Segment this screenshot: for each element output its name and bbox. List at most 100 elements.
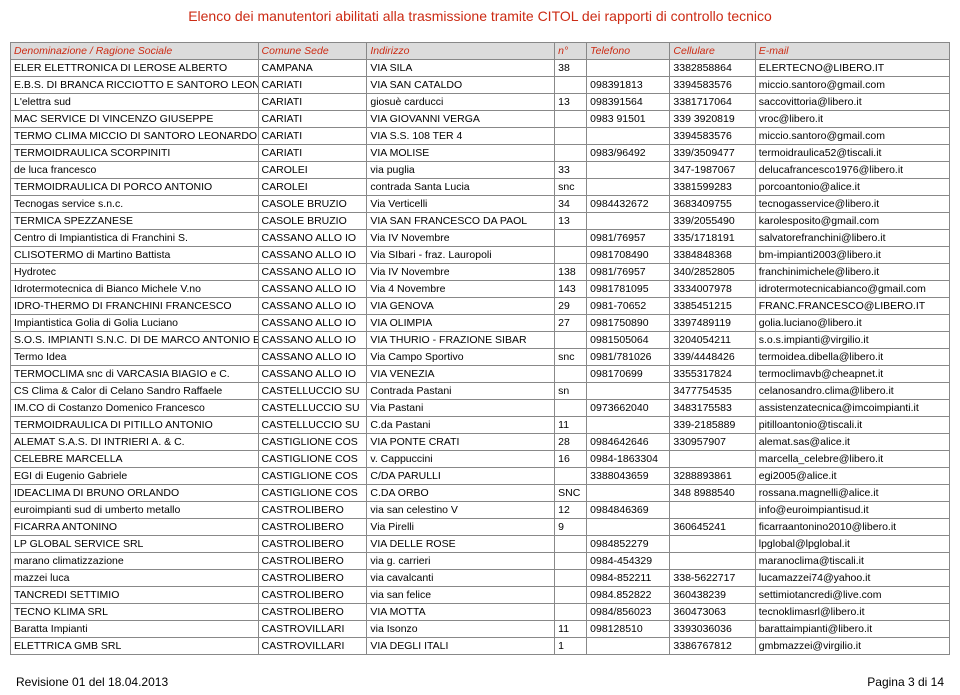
- table-cell: 0984852279: [587, 536, 670, 553]
- table-row: CS Clima & Calor di Celano Sandro Raffae…: [11, 383, 950, 400]
- table-cell: 330957907: [670, 434, 755, 451]
- table-cell: termoidraulica52@tiscali.it: [755, 145, 949, 162]
- table-cell: VIA SAN CATALDO: [367, 77, 555, 94]
- table-cell: 3394583576: [670, 128, 755, 145]
- table-cell: 3386767812: [670, 638, 755, 655]
- table-cell: Hydrotec: [11, 264, 259, 281]
- table-cell: [555, 366, 587, 383]
- table-cell: 3384848368: [670, 247, 755, 264]
- table-cell: C/DA PARULLI: [367, 468, 555, 485]
- table-head: Denominazione / Ragione SocialeComune Se…: [11, 43, 950, 60]
- footer: Revisione 01 del 18.04.2013 Pagina 3 di …: [10, 675, 950, 689]
- table-cell: 1: [555, 638, 587, 655]
- table-cell: VIA SAN FRANCESCO DA PAOL: [367, 213, 555, 230]
- table-row: L'elettra sudCARIATIgiosuè carducci13098…: [11, 94, 950, 111]
- table-cell: [670, 451, 755, 468]
- table-cell: CAROLEI: [258, 179, 367, 196]
- table-cell: VIA PONTE CRATI: [367, 434, 555, 451]
- table-row: Idrotermotecnica di Bianco Michele V.noC…: [11, 281, 950, 298]
- table-cell: assistenzatecnica@imcoimpianti.it: [755, 400, 949, 417]
- table-cell: CASTELLUCCIO SU: [258, 417, 367, 434]
- table-cell: VIA OLIMPIA: [367, 315, 555, 332]
- table-cell: 335/1718191: [670, 230, 755, 247]
- table-row: Tecnogas service s.n.c.CASOLE BRUZIOVia …: [11, 196, 950, 213]
- table-cell: ELETTRICA GMB SRL: [11, 638, 259, 655]
- table-cell: [587, 638, 670, 655]
- table-cell: [555, 128, 587, 145]
- table-cell: 3388043659: [587, 468, 670, 485]
- table-cell: [587, 519, 670, 536]
- table-cell: FICARRA ANTONINO: [11, 519, 259, 536]
- table-cell: CARIATI: [258, 145, 367, 162]
- table-cell: [555, 587, 587, 604]
- table-cell: CASTELLUCCIO SU: [258, 400, 367, 417]
- table-cell: CLISOTERMO di Martino Battista: [11, 247, 259, 264]
- table-row: IDEACLIMA DI BRUNO ORLANDOCASTIGLIONE CO…: [11, 485, 950, 502]
- table-cell: 13: [555, 94, 587, 111]
- table-cell: TERMOCLIMA snc di VARCASIA BIAGIO e C.: [11, 366, 259, 383]
- table-row: ELER ELETTRONICA DI LEROSE ALBERTOCAMPAN…: [11, 60, 950, 77]
- table-cell: [587, 162, 670, 179]
- table-cell: VIA MOLISE: [367, 145, 555, 162]
- table-cell: maranoclima@tiscali.it: [755, 553, 949, 570]
- table-cell: contrada Santa Lucia: [367, 179, 555, 196]
- table-cell: TECNO KLIMA SRL: [11, 604, 259, 621]
- table-cell: 0984-1863304: [587, 451, 670, 468]
- table-cell: CASTROLIBERO: [258, 553, 367, 570]
- table-cell: 13: [555, 213, 587, 230]
- table-cell: 34: [555, 196, 587, 213]
- table-cell: via g. carrieri: [367, 553, 555, 570]
- table-cell: [670, 553, 755, 570]
- table-cell: Baratta Impianti: [11, 621, 259, 638]
- table-cell: 339-2185889: [670, 417, 755, 434]
- table-cell: [555, 536, 587, 553]
- table-row: S.O.S. IMPIANTI S.N.C. DI DE MARCO ANTON…: [11, 332, 950, 349]
- table-cell: mazzei luca: [11, 570, 259, 587]
- table-cell: 0981/76957: [587, 230, 670, 247]
- table-cell: rossana.magnelli@alice.it: [755, 485, 949, 502]
- table-cell: TERMOIDRAULICA DI PITILLO ANTONIO: [11, 417, 259, 434]
- table-cell: Termo Idea: [11, 349, 259, 366]
- table-cell: tecnogasservice@libero.it: [755, 196, 949, 213]
- table-cell: SNC: [555, 485, 587, 502]
- table-cell: 138: [555, 264, 587, 281]
- table-cell: TERMOIDRAULICA DI PORCO ANTONIO: [11, 179, 259, 196]
- table-cell: 3394583576: [670, 77, 755, 94]
- table-cell: miccio.santoro@gmail.com: [755, 128, 949, 145]
- table-cell: 33: [555, 162, 587, 179]
- table-cell: lucamazzei74@yahoo.it: [755, 570, 949, 587]
- column-header: n°: [555, 43, 587, 60]
- table-row: E.B.S. DI BRANCA RICCIOTTO E SANTORO LEO…: [11, 77, 950, 94]
- table-cell: 360645241: [670, 519, 755, 536]
- table-cell: VIA DELLE ROSE: [367, 536, 555, 553]
- data-table: Denominazione / Ragione SocialeComune Se…: [10, 42, 950, 655]
- table-cell: CASTIGLIONE COS: [258, 451, 367, 468]
- table-cell: ALEMAT S.A.S. DI INTRIERI A. & C.: [11, 434, 259, 451]
- table-cell: [587, 485, 670, 502]
- table-cell: [555, 111, 587, 128]
- table-cell: salvatorefranchini@libero.it: [755, 230, 949, 247]
- table-row: TERMOIDRAULICA DI PITILLO ANTONIOCASTELL…: [11, 417, 950, 434]
- table-row: Impiantistica Golia di Golia LucianoCASS…: [11, 315, 950, 332]
- table-cell: 16: [555, 451, 587, 468]
- table-cell: 0981505064: [587, 332, 670, 349]
- table-cell: IDEACLIMA DI BRUNO ORLANDO: [11, 485, 259, 502]
- table-cell: 0984432672: [587, 196, 670, 213]
- table-cell: CASTROVILLARI: [258, 621, 367, 638]
- footer-revision: Revisione 01 del 18.04.2013: [16, 675, 168, 689]
- table-cell: 3334007978: [670, 281, 755, 298]
- table-row: TECNO KLIMA SRLCASTROLIBEROVIA MOTTA0984…: [11, 604, 950, 621]
- table-cell: CARIATI: [258, 77, 367, 94]
- table-cell: 098391564: [587, 94, 670, 111]
- table-body: ELER ELETTRONICA DI LEROSE ALBERTOCAMPAN…: [11, 60, 950, 655]
- table-cell: Idrotermotecnica di Bianco Michele V.no: [11, 281, 259, 298]
- table-cell: 0981781095: [587, 281, 670, 298]
- table-cell: VIA THURIO - FRAZIONE SIBAR: [367, 332, 555, 349]
- table-cell: 3381717064: [670, 94, 755, 111]
- table-cell: 143: [555, 281, 587, 298]
- table-row: TERMOIDRAULICA DI PORCO ANTONIOCAROLEIco…: [11, 179, 950, 196]
- table-cell: miccio.santoro@gmail.com: [755, 77, 949, 94]
- table-row: TERMOCLIMA snc di VARCASIA BIAGIO e C.CA…: [11, 366, 950, 383]
- table-cell: VIA S.S. 108 TER 4: [367, 128, 555, 145]
- table-cell: egi2005@alice.it: [755, 468, 949, 485]
